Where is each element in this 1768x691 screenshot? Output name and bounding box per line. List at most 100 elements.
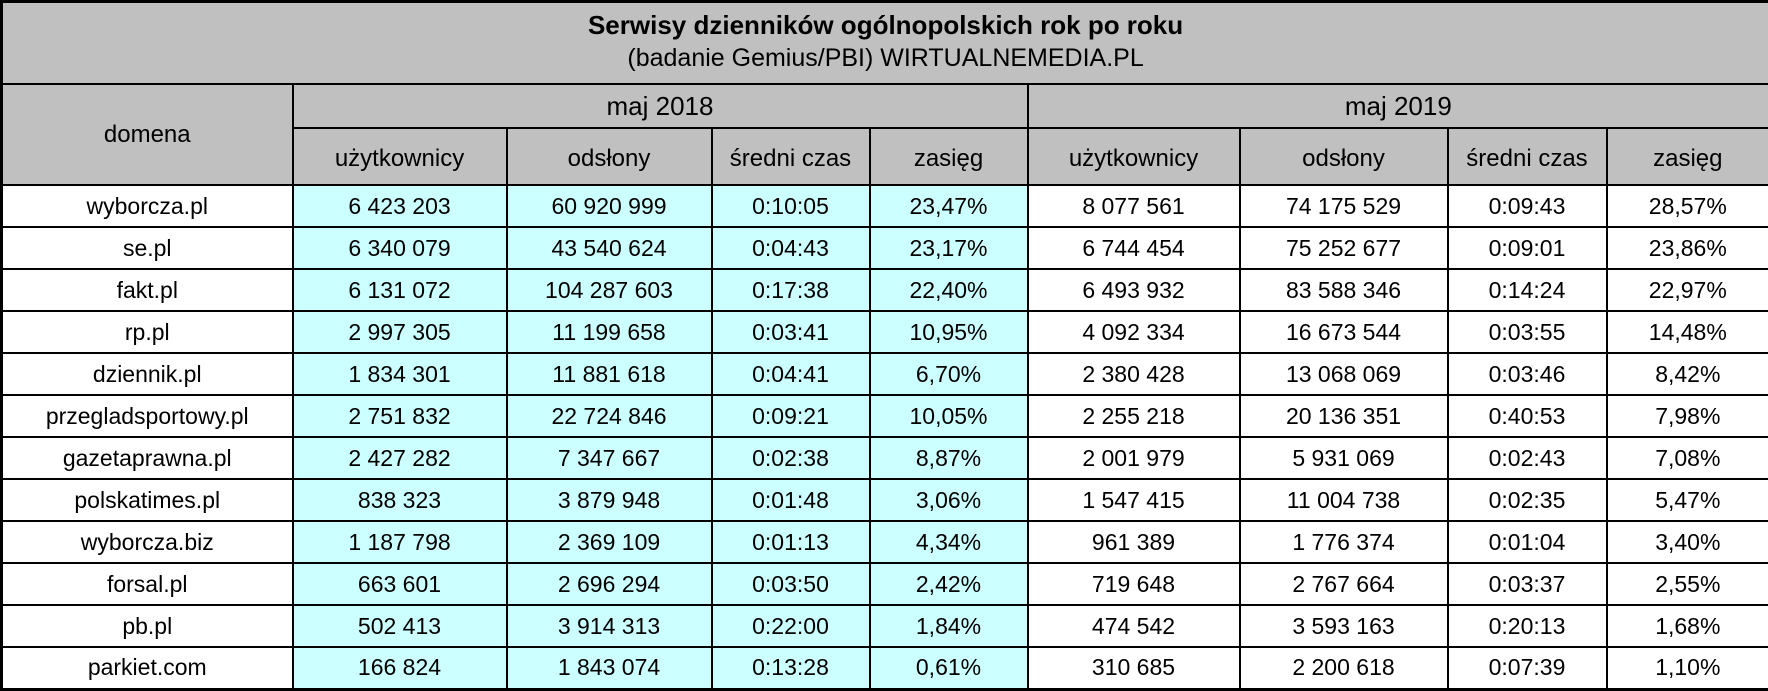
column-header-uzytkownicy-2018: użytkownicy [293,128,507,185]
cell-zasieg-2019: 7,98% [1607,395,1768,437]
column-header-domena: domena [2,84,293,185]
cell-domena: pb.pl [2,605,293,647]
cell-uzytkownicy-2019: 474 542 [1028,605,1240,647]
cell-odslony-2018: 3 879 948 [507,479,712,521]
cell-zasieg-2018: 10,95% [870,311,1028,353]
cell-zasieg-2018: 1,84% [870,605,1028,647]
cell-sredni-czas-2018: 0:17:38 [712,269,870,311]
cell-odslony-2018: 7 347 667 [507,437,712,479]
cell-zasieg-2019: 22,97% [1607,269,1768,311]
title-cell: Serwisy dzienników ogólnopolskich rok po… [2,2,1768,85]
cell-uzytkownicy-2018: 2 751 832 [293,395,507,437]
cell-uzytkownicy-2018: 1 834 301 [293,353,507,395]
cell-odslony-2019: 1 776 374 [1240,521,1448,563]
cell-uzytkownicy-2018: 838 323 [293,479,507,521]
cell-uzytkownicy-2019: 8 077 561 [1028,185,1240,227]
cell-uzytkownicy-2018: 6 340 079 [293,227,507,269]
cell-sredni-czas-2018: 0:04:43 [712,227,870,269]
cell-sredni-czas-2019: 0:03:46 [1448,353,1607,395]
cell-zasieg-2019: 8,42% [1607,353,1768,395]
cell-uzytkownicy-2019: 1 547 415 [1028,479,1240,521]
column-header-uzytkownicy-2019: użytkownicy [1028,128,1240,185]
cell-sredni-czas-2018: 0:09:21 [712,395,870,437]
cell-sredni-czas-2018: 0:13:28 [712,647,870,689]
cell-sredni-czas-2019: 0:02:35 [1448,479,1607,521]
cell-zasieg-2018: 2,42% [870,563,1028,605]
cell-uzytkownicy-2018: 663 601 [293,563,507,605]
cell-sredni-czas-2018: 0:22:00 [712,605,870,647]
cell-odslony-2019: 74 175 529 [1240,185,1448,227]
cell-odslony-2018: 11 199 658 [507,311,712,353]
cell-odslony-2018: 43 540 624 [507,227,712,269]
cell-sredni-czas-2019: 0:09:01 [1448,227,1607,269]
cell-domena: se.pl [2,227,293,269]
cell-zasieg-2018: 23,47% [870,185,1028,227]
cell-sredni-czas-2019: 0:03:55 [1448,311,1607,353]
cell-uzytkownicy-2018: 1 187 798 [293,521,507,563]
column-group-maj-2018: maj 2018 [293,84,1028,128]
cell-zasieg-2018: 4,34% [870,521,1028,563]
column-group-maj-2019: maj 2019 [1028,84,1768,128]
page-subtitle: (badanie Gemius/PBI) WIRTUALNEMEDIA.PL [3,42,1768,75]
cell-domena: wyborcza.pl [2,185,293,227]
cell-odslony-2018: 1 843 074 [507,647,712,689]
cell-odslony-2018: 104 287 603 [507,269,712,311]
cell-odslony-2019: 83 588 346 [1240,269,1448,311]
cell-sredni-czas-2019: 0:09:43 [1448,185,1607,227]
cell-odslony-2019: 3 593 163 [1240,605,1448,647]
cell-zasieg-2018: 3,06% [870,479,1028,521]
cell-uzytkownicy-2019: 719 648 [1028,563,1240,605]
page-title: Serwisy dzienników ogólnopolskich rok po… [3,8,1768,42]
cell-odslony-2018: 3 914 313 [507,605,712,647]
cell-zasieg-2018: 10,05% [870,395,1028,437]
cell-sredni-czas-2019: 0:03:37 [1448,563,1607,605]
group-header-row: domena maj 2018 maj 2019 [2,84,1768,128]
cell-zasieg-2019: 1,68% [1607,605,1768,647]
cell-sredni-czas-2018: 0:02:38 [712,437,870,479]
cell-sredni-czas-2019: 0:20:13 [1448,605,1607,647]
cell-domena: gazetaprawna.pl [2,437,293,479]
cell-zasieg-2019: 7,08% [1607,437,1768,479]
cell-uzytkownicy-2019: 2 255 218 [1028,395,1240,437]
cell-zasieg-2018: 8,87% [870,437,1028,479]
cell-sredni-czas-2019: 0:07:39 [1448,647,1607,689]
cell-uzytkownicy-2019: 2 380 428 [1028,353,1240,395]
cell-zasieg-2018: 0,61% [870,647,1028,689]
cell-zasieg-2018: 22,40% [870,269,1028,311]
cell-uzytkownicy-2018: 2 997 305 [293,311,507,353]
cell-sredni-czas-2018: 0:01:48 [712,479,870,521]
cell-zasieg-2018: 6,70% [870,353,1028,395]
cell-zasieg-2019: 1,10% [1607,647,1768,689]
column-header-zasieg-2018: zasięg [870,128,1028,185]
cell-zasieg-2019: 28,57% [1607,185,1768,227]
cell-odslony-2019: 5 931 069 [1240,437,1448,479]
cell-uzytkownicy-2019: 6 493 932 [1028,269,1240,311]
cell-uzytkownicy-2018: 502 413 [293,605,507,647]
cell-zasieg-2019: 2,55% [1607,563,1768,605]
cell-uzytkownicy-2019: 4 092 334 [1028,311,1240,353]
cell-odslony-2018: 60 920 999 [507,185,712,227]
cell-uzytkownicy-2019: 961 389 [1028,521,1240,563]
cell-zasieg-2019: 5,47% [1607,479,1768,521]
cell-sredni-czas-2019: 0:40:53 [1448,395,1607,437]
cell-odslony-2019: 2 200 618 [1240,647,1448,689]
column-header-zasieg-2019: zasięg [1607,128,1768,185]
column-header-sredni-czas-2019: średni czas [1448,128,1607,185]
column-header-odslony-2019: odsłony [1240,128,1448,185]
cell-uzytkownicy-2018: 2 427 282 [293,437,507,479]
cell-sredni-czas-2018: 0:03:41 [712,311,870,353]
cell-sredni-czas-2019: 0:14:24 [1448,269,1607,311]
cell-domena: rp.pl [2,311,293,353]
cell-odslony-2018: 2 696 294 [507,563,712,605]
cell-domena: dziennik.pl [2,353,293,395]
